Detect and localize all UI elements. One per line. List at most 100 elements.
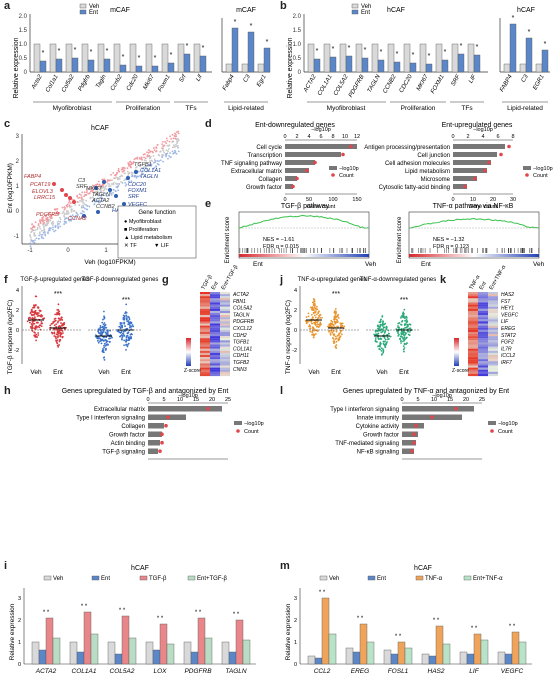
sig-marker: * *: [157, 616, 164, 622]
heat-cell: [220, 363, 230, 366]
scatter-point: [40, 219, 43, 222]
violin-point: [335, 347, 338, 350]
gene-label: Col5a2: [61, 73, 76, 93]
scatter-point: [123, 169, 126, 172]
scatter-point: [54, 212, 57, 215]
c-ylabel: Ent (log10FPKM): [7, 163, 14, 213]
gene-label: EREG: [351, 668, 369, 675]
violin-point: [311, 322, 313, 325]
scatter-point: [83, 203, 86, 205]
violin-point: [99, 325, 102, 327]
gene-label: LOX: [153, 668, 167, 675]
scatter-point: [162, 145, 165, 148]
gene-label: FABP4: [24, 174, 41, 180]
violin-point: [103, 342, 106, 345]
scatter-point: [142, 167, 145, 170]
violin-point: [402, 350, 405, 353]
scatter-point: [85, 199, 88, 202]
scatter-point: [57, 220, 60, 223]
tick: 2: [295, 134, 298, 140]
heat-cell: [220, 336, 230, 339]
svg-text:2.0: 2.0: [293, 14, 302, 20]
scatter-point: [109, 185, 112, 187]
scatter-point: [116, 186, 119, 189]
j-right-title: TNF-α-downregulated genes: [360, 277, 437, 283]
heat-cell: [200, 313, 210, 316]
tick: 4: [16, 288, 19, 294]
heat-cell: [220, 355, 230, 358]
bar: [504, 653, 513, 665]
scatter-point: [132, 171, 134, 174]
legend-label: −log10p: [498, 421, 518, 427]
bar-veh: [503, 63, 511, 73]
scatter-point: [102, 189, 105, 192]
violin-point: [34, 335, 37, 338]
scatter-point: [76, 195, 78, 198]
a-side-bars: *Fabp4*C3*Egr1: [222, 19, 271, 92]
panel-label-m: m: [280, 560, 290, 572]
violin-point: [119, 335, 121, 338]
heat-cell: [478, 361, 488, 364]
legend-swatch: [523, 166, 531, 170]
scatter-point: [89, 188, 92, 190]
scatter-point: [81, 210, 84, 213]
heat-cell: [478, 294, 488, 297]
violin-point: [124, 325, 126, 327]
heat-cell: [210, 319, 220, 322]
scatter-point: [80, 200, 83, 202]
violin-point: [49, 324, 52, 327]
violin-point: [403, 308, 406, 311]
axis-title-bottom: Gene count: [307, 204, 336, 210]
violin-point: [35, 339, 37, 342]
violin-point: [26, 320, 29, 323]
gene-label: PDGFRB: [233, 319, 255, 325]
violin-point: [108, 337, 110, 340]
violin-point: [60, 324, 63, 327]
violin-point: [382, 328, 384, 331]
heat-cell: [220, 308, 230, 311]
heat-cell: [468, 325, 478, 328]
bar-ent: [39, 60, 47, 73]
violin-point: [379, 337, 382, 340]
scatter-point: [126, 167, 129, 170]
scatter-point: [121, 167, 124, 169]
scatter-point: [163, 151, 166, 154]
scatter-point: [174, 137, 177, 140]
scatter-point: [96, 190, 99, 192]
violin-point: [31, 324, 34, 327]
scatter-point: [29, 242, 32, 245]
bar: [114, 653, 123, 665]
a-bars: * * * * ** * * ** *: [33, 43, 207, 73]
bar-ent: [345, 55, 353, 73]
bar-ent: [231, 27, 239, 73]
scatter-point: [105, 184, 108, 187]
scatter-point: [117, 184, 120, 187]
violin-point: [334, 313, 337, 315]
panel-label-i: i: [4, 560, 8, 572]
gene-label: MKI67: [416, 73, 430, 92]
violin-point: [377, 327, 380, 330]
tick: 25: [479, 397, 485, 403]
violin-point: [335, 318, 338, 321]
violin-point: [57, 325, 60, 328]
scatter-point: [150, 159, 153, 162]
scatter-point: [154, 159, 157, 162]
scatter-point: [68, 212, 70, 214]
count-dot: [410, 449, 414, 453]
scatter-point: [99, 187, 102, 190]
heat-cell: [468, 355, 478, 358]
bar: [435, 625, 444, 665]
heat-cell: [200, 350, 210, 353]
scatter-point: [97, 194, 100, 197]
svg-text:2.0: 2.0: [19, 14, 28, 20]
e-plots: [238, 211, 540, 259]
scatter-point: [101, 197, 104, 200]
scatter-point: [146, 155, 149, 158]
scatter-point: [175, 143, 177, 146]
j-left-title: TNF-α-upregulated genes: [298, 277, 367, 283]
violin-point: [405, 318, 408, 321]
tick: 4: [294, 288, 297, 294]
panel-i: i hCAF Relative expression Veh Ent TGF-β En…: [0, 560, 275, 679]
